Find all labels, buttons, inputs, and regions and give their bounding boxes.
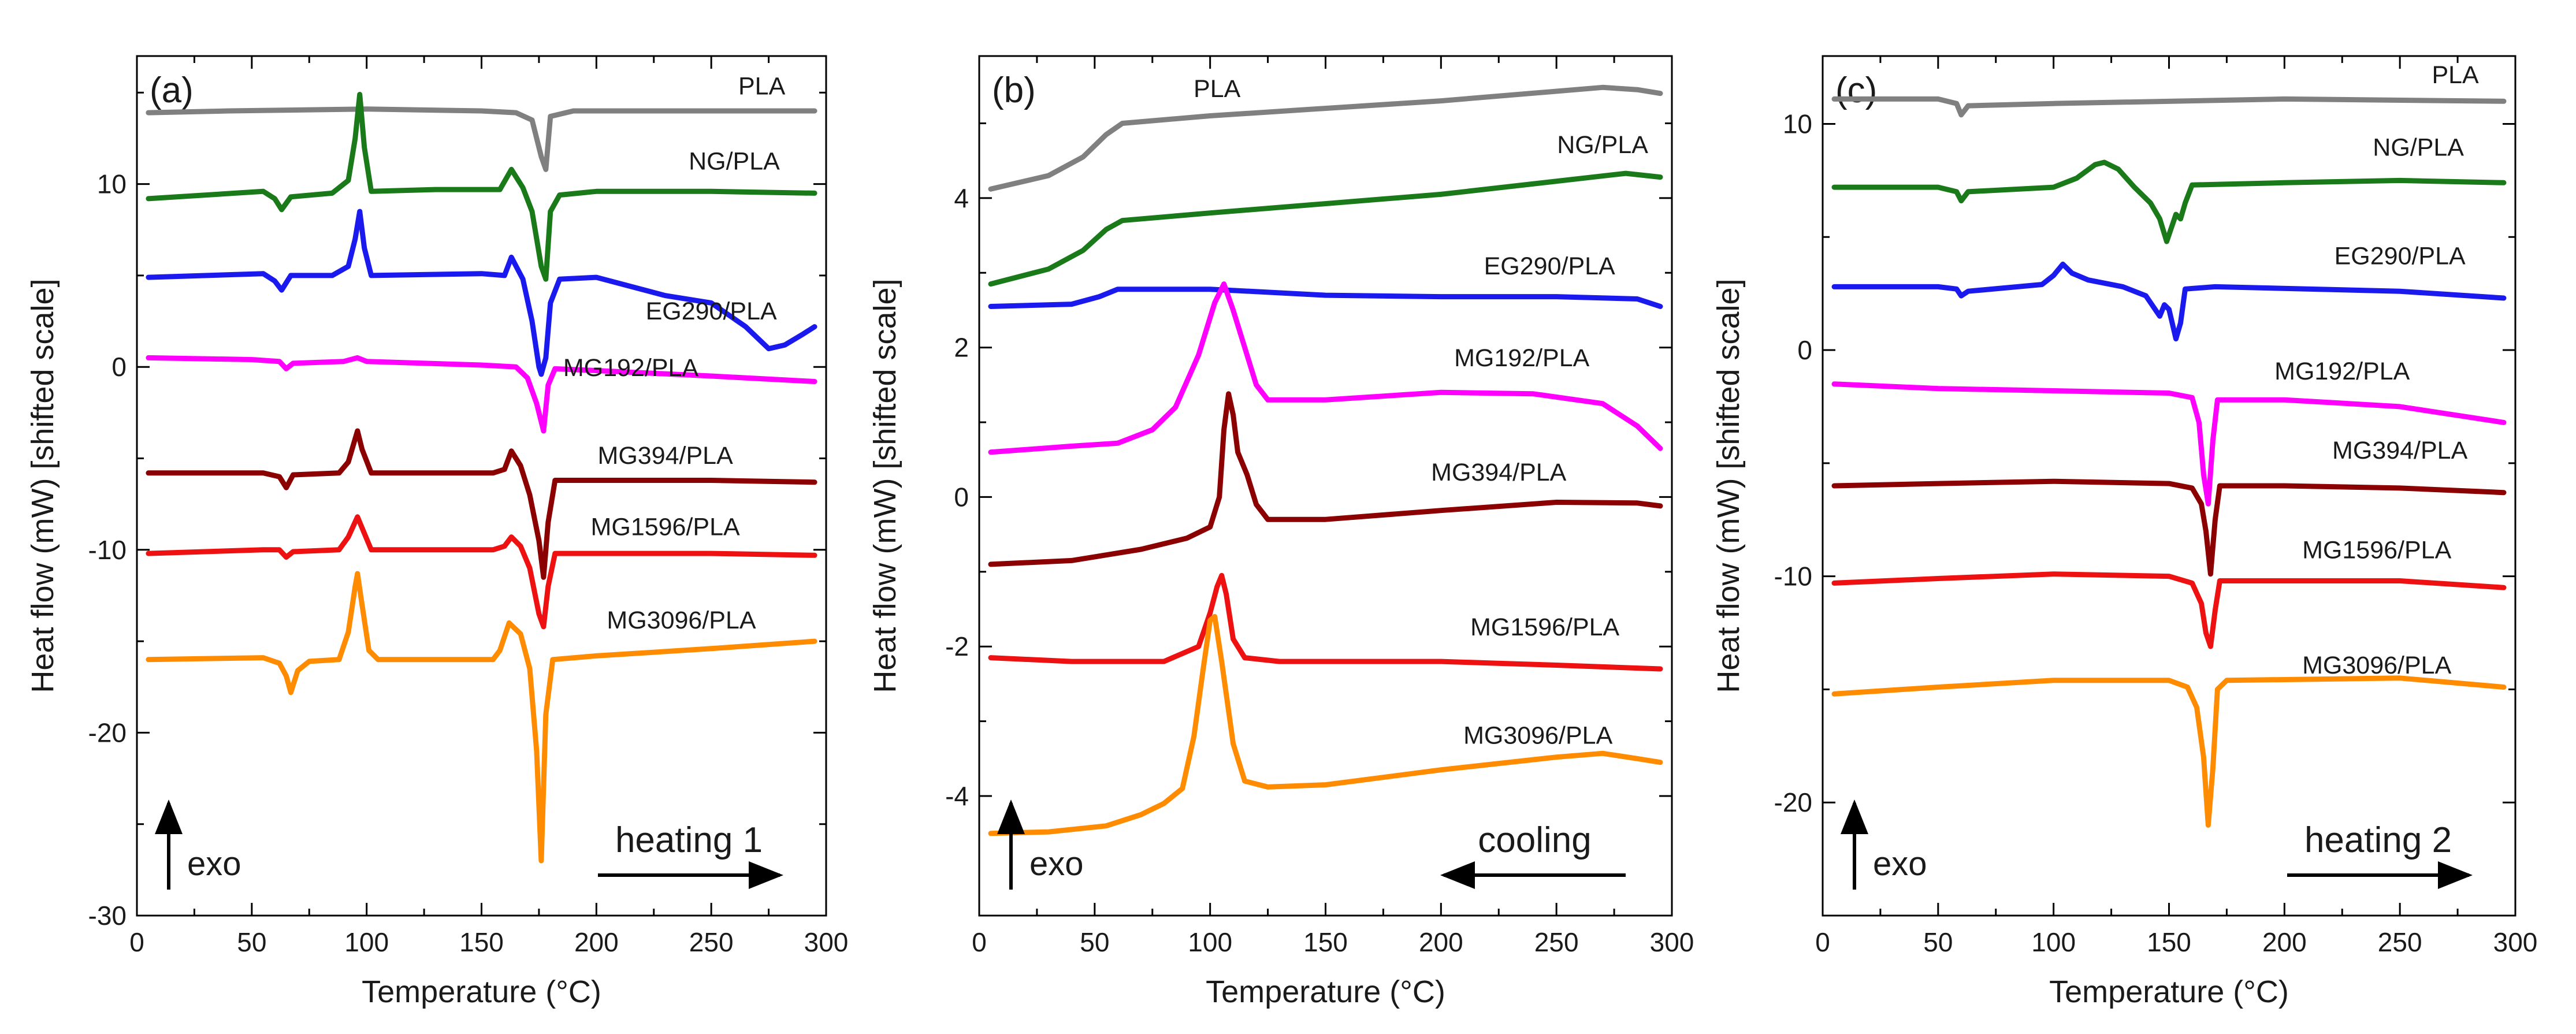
series-line-mg192-pla (146, 355, 817, 434)
y-tick-label: -10 (1774, 561, 1812, 592)
y-axis-label: Heat flow (mW) [shifted scale] (1711, 278, 1746, 693)
series-label: NG/PLA (2373, 133, 2464, 161)
x-tick-label: 50 (1080, 927, 1109, 957)
x-tick-label: 0 (1815, 927, 1830, 957)
x-tick-label: 100 (1188, 927, 1232, 957)
exo-label: exo (187, 845, 241, 883)
x-tick-label: 150 (459, 927, 504, 957)
series-label: NG/PLA (1557, 131, 1648, 159)
x-tick-label: 200 (2262, 927, 2307, 957)
series-line-mg3096-pla (988, 613, 1663, 836)
series-line-eg290-pla (1831, 261, 2507, 341)
x-axis-label: Temperature (°C) (1206, 975, 1445, 1009)
series-line-ng-pla (988, 170, 1663, 287)
series-line-mg394-pla (988, 391, 1663, 567)
chart-panel-1: 0 50 100 150 200 250 300 -30 -20 -10 0 10 Temperatur… (25, 55, 849, 1009)
series-label: NG/PLA (689, 147, 780, 175)
series-line-eg290-pla (988, 287, 1663, 309)
series-label: MG394/PLA (1431, 459, 1567, 486)
y-tick-label: 10 (97, 169, 127, 199)
series-label: MG3096/PLA (1463, 721, 1612, 749)
x-tick-label: 50 (237, 927, 266, 957)
series-line-mg192-pla (1831, 381, 2507, 507)
series-line-mg1596-pla (146, 514, 817, 630)
series-label: MG1596/PLA (2302, 536, 2451, 564)
series-label: MG1596/PLA (1470, 613, 1619, 641)
series-line-ng-pla (1831, 159, 2507, 244)
series-label: EG290/PLA (1484, 252, 1615, 280)
series-label: MG192/PLA (563, 354, 699, 382)
series-label: EG290/PLA (646, 297, 777, 325)
y-axis-label: Heat flow (mW) [shifted scale] (868, 278, 902, 693)
series-line-eg290-pla (146, 209, 817, 377)
x-axis-label: Temperature (°C) (362, 975, 601, 1009)
x-tick-label: 250 (689, 927, 734, 957)
series-label: EG290/PLA (2335, 242, 2466, 270)
chart-panel-2: 0 50 100 150 200 250 300 -4 -2 0 2 4 Temperature (°C… (868, 55, 1694, 1009)
y-tick-label: 0 (1797, 335, 1812, 365)
x-tick-label: 0 (129, 927, 144, 957)
x-tick-label: 300 (2493, 927, 2538, 957)
series-label: MG394/PLA (2332, 437, 2468, 464)
x-tick-label: 100 (2031, 927, 2076, 957)
series-line-ng-pla (146, 92, 817, 282)
series-line-mg3096-pla (1831, 675, 2507, 828)
x-tick-label: 300 (1650, 927, 1694, 957)
series-line-pla (988, 84, 1663, 192)
y-tick-label: 4 (954, 183, 969, 213)
series-label: PLA (738, 72, 786, 100)
series-label: MG1596/PLA (591, 513, 740, 541)
series-line-mg1596-pla (988, 572, 1663, 672)
series-line-mg3096-pla (146, 571, 817, 864)
direction-label: cooling (1478, 820, 1591, 860)
series-line-mg192-pla (988, 281, 1663, 455)
y-tick-label: -30 (88, 901, 127, 931)
panel-label: (c) (1835, 70, 1877, 110)
y-tick-label: 10 (1783, 109, 1812, 139)
x-tick-label: 200 (1419, 927, 1463, 957)
x-tick-label: 200 (574, 927, 619, 957)
exo-label: exo (1029, 845, 1084, 883)
direction-label: heating 1 (615, 820, 763, 860)
y-tick-label: -10 (88, 535, 127, 565)
series-label: MG394/PLA (598, 442, 734, 470)
x-tick-label: 150 (1303, 927, 1348, 957)
y-tick-label: -20 (88, 717, 127, 747)
panel-label: (a) (150, 70, 194, 110)
series-label: MG192/PLA (2274, 358, 2410, 385)
y-tick-label: -4 (945, 781, 969, 811)
series-line-mg1596-pla (1831, 571, 2507, 649)
y-tick-label: 0 (954, 482, 969, 512)
x-tick-label: 100 (344, 927, 389, 957)
y-tick-label: 2 (954, 333, 969, 363)
series-label: PLA (1194, 75, 1241, 103)
x-axis-label: Temperature (°C) (2049, 975, 2289, 1009)
exo-label: exo (1873, 845, 1927, 883)
panel-label: (b) (992, 70, 1036, 110)
x-tick-label: 300 (804, 927, 849, 957)
series-line-pla (146, 106, 817, 172)
direction-label: heating 2 (2304, 820, 2452, 860)
chart-panel-3: 0 50 100 150 200 250 300 -20 -10 0 10 Temperature (… (1711, 55, 2538, 1009)
plot-frame (136, 55, 827, 917)
x-tick-label: 250 (2378, 927, 2422, 957)
x-tick-label: 250 (1534, 927, 1579, 957)
y-axis-label: Heat flow (mW) [shifted scale] (25, 278, 60, 693)
series-label: PLA (2432, 61, 2479, 89)
y-tick-label: -2 (945, 631, 969, 661)
series-label: MG3096/PLA (2302, 652, 2451, 679)
y-tick-label: -20 (1774, 787, 1812, 817)
x-tick-label: 150 (2147, 927, 2191, 957)
series-label: MG192/PLA (1454, 344, 1590, 372)
series-line-mg394-pla (146, 428, 817, 580)
series-label: MG3096/PLA (607, 607, 756, 634)
series-line-mg394-pla (1831, 478, 2507, 577)
y-tick-label: 0 (111, 352, 127, 382)
x-tick-label: 50 (1923, 927, 1953, 957)
x-tick-label: 0 (972, 927, 987, 957)
series-line-pla (1831, 96, 2507, 118)
